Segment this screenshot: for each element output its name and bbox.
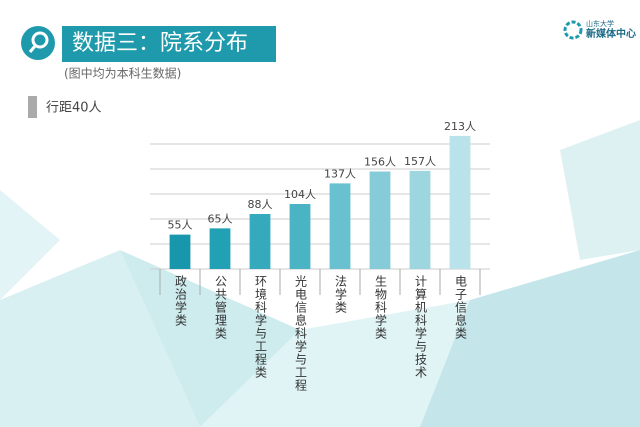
bar — [449, 135, 471, 269]
value-label: 156人 — [364, 156, 396, 169]
logo-line1: 山东大学 — [586, 19, 614, 28]
bar — [209, 228, 231, 269]
x-tick-label: 光电信息科学与工程 — [294, 275, 308, 392]
bar — [249, 214, 271, 269]
value-label: 65人 — [208, 212, 233, 225]
title-bar — [62, 26, 276, 62]
value-label: 137人 — [324, 167, 356, 180]
x-tick-label: 政治学类 — [174, 275, 188, 327]
search-icon-lens — [31, 31, 49, 49]
value-label: 104人 — [284, 188, 316, 201]
x-tick-label: 计算机科学与技术 — [414, 275, 428, 379]
x-tick-label: 环境科学与工程类 — [254, 275, 268, 379]
bar — [369, 171, 391, 269]
x-tick-label: 公共管理类 — [214, 275, 228, 340]
search-icon — [21, 26, 55, 60]
bar — [409, 170, 431, 269]
x-tick-label: 生物科学类 — [374, 275, 388, 340]
x-tick-label: 电子信息类 — [454, 275, 468, 340]
value-label: 55人 — [168, 219, 193, 232]
value-label: 88人 — [248, 198, 273, 211]
background-polygons — [0, 120, 640, 427]
value-label: 157人 — [404, 155, 436, 168]
grid-note-marker — [28, 96, 37, 118]
x-tick-label: 法学类 — [334, 275, 348, 314]
value-label: 213人 — [444, 120, 476, 133]
bar — [329, 183, 351, 269]
search-icon-handle — [28, 45, 37, 53]
bar — [289, 204, 311, 269]
chart-title: 数据三：院系分布 — [72, 31, 248, 56]
logo-line2: 新媒体中心 — [586, 27, 636, 40]
logo-icon — [563, 20, 583, 40]
subtitle: (图中均为本科生数据) — [64, 66, 181, 81]
grid-note: 行距40人 — [46, 101, 102, 116]
bar — [169, 234, 191, 269]
